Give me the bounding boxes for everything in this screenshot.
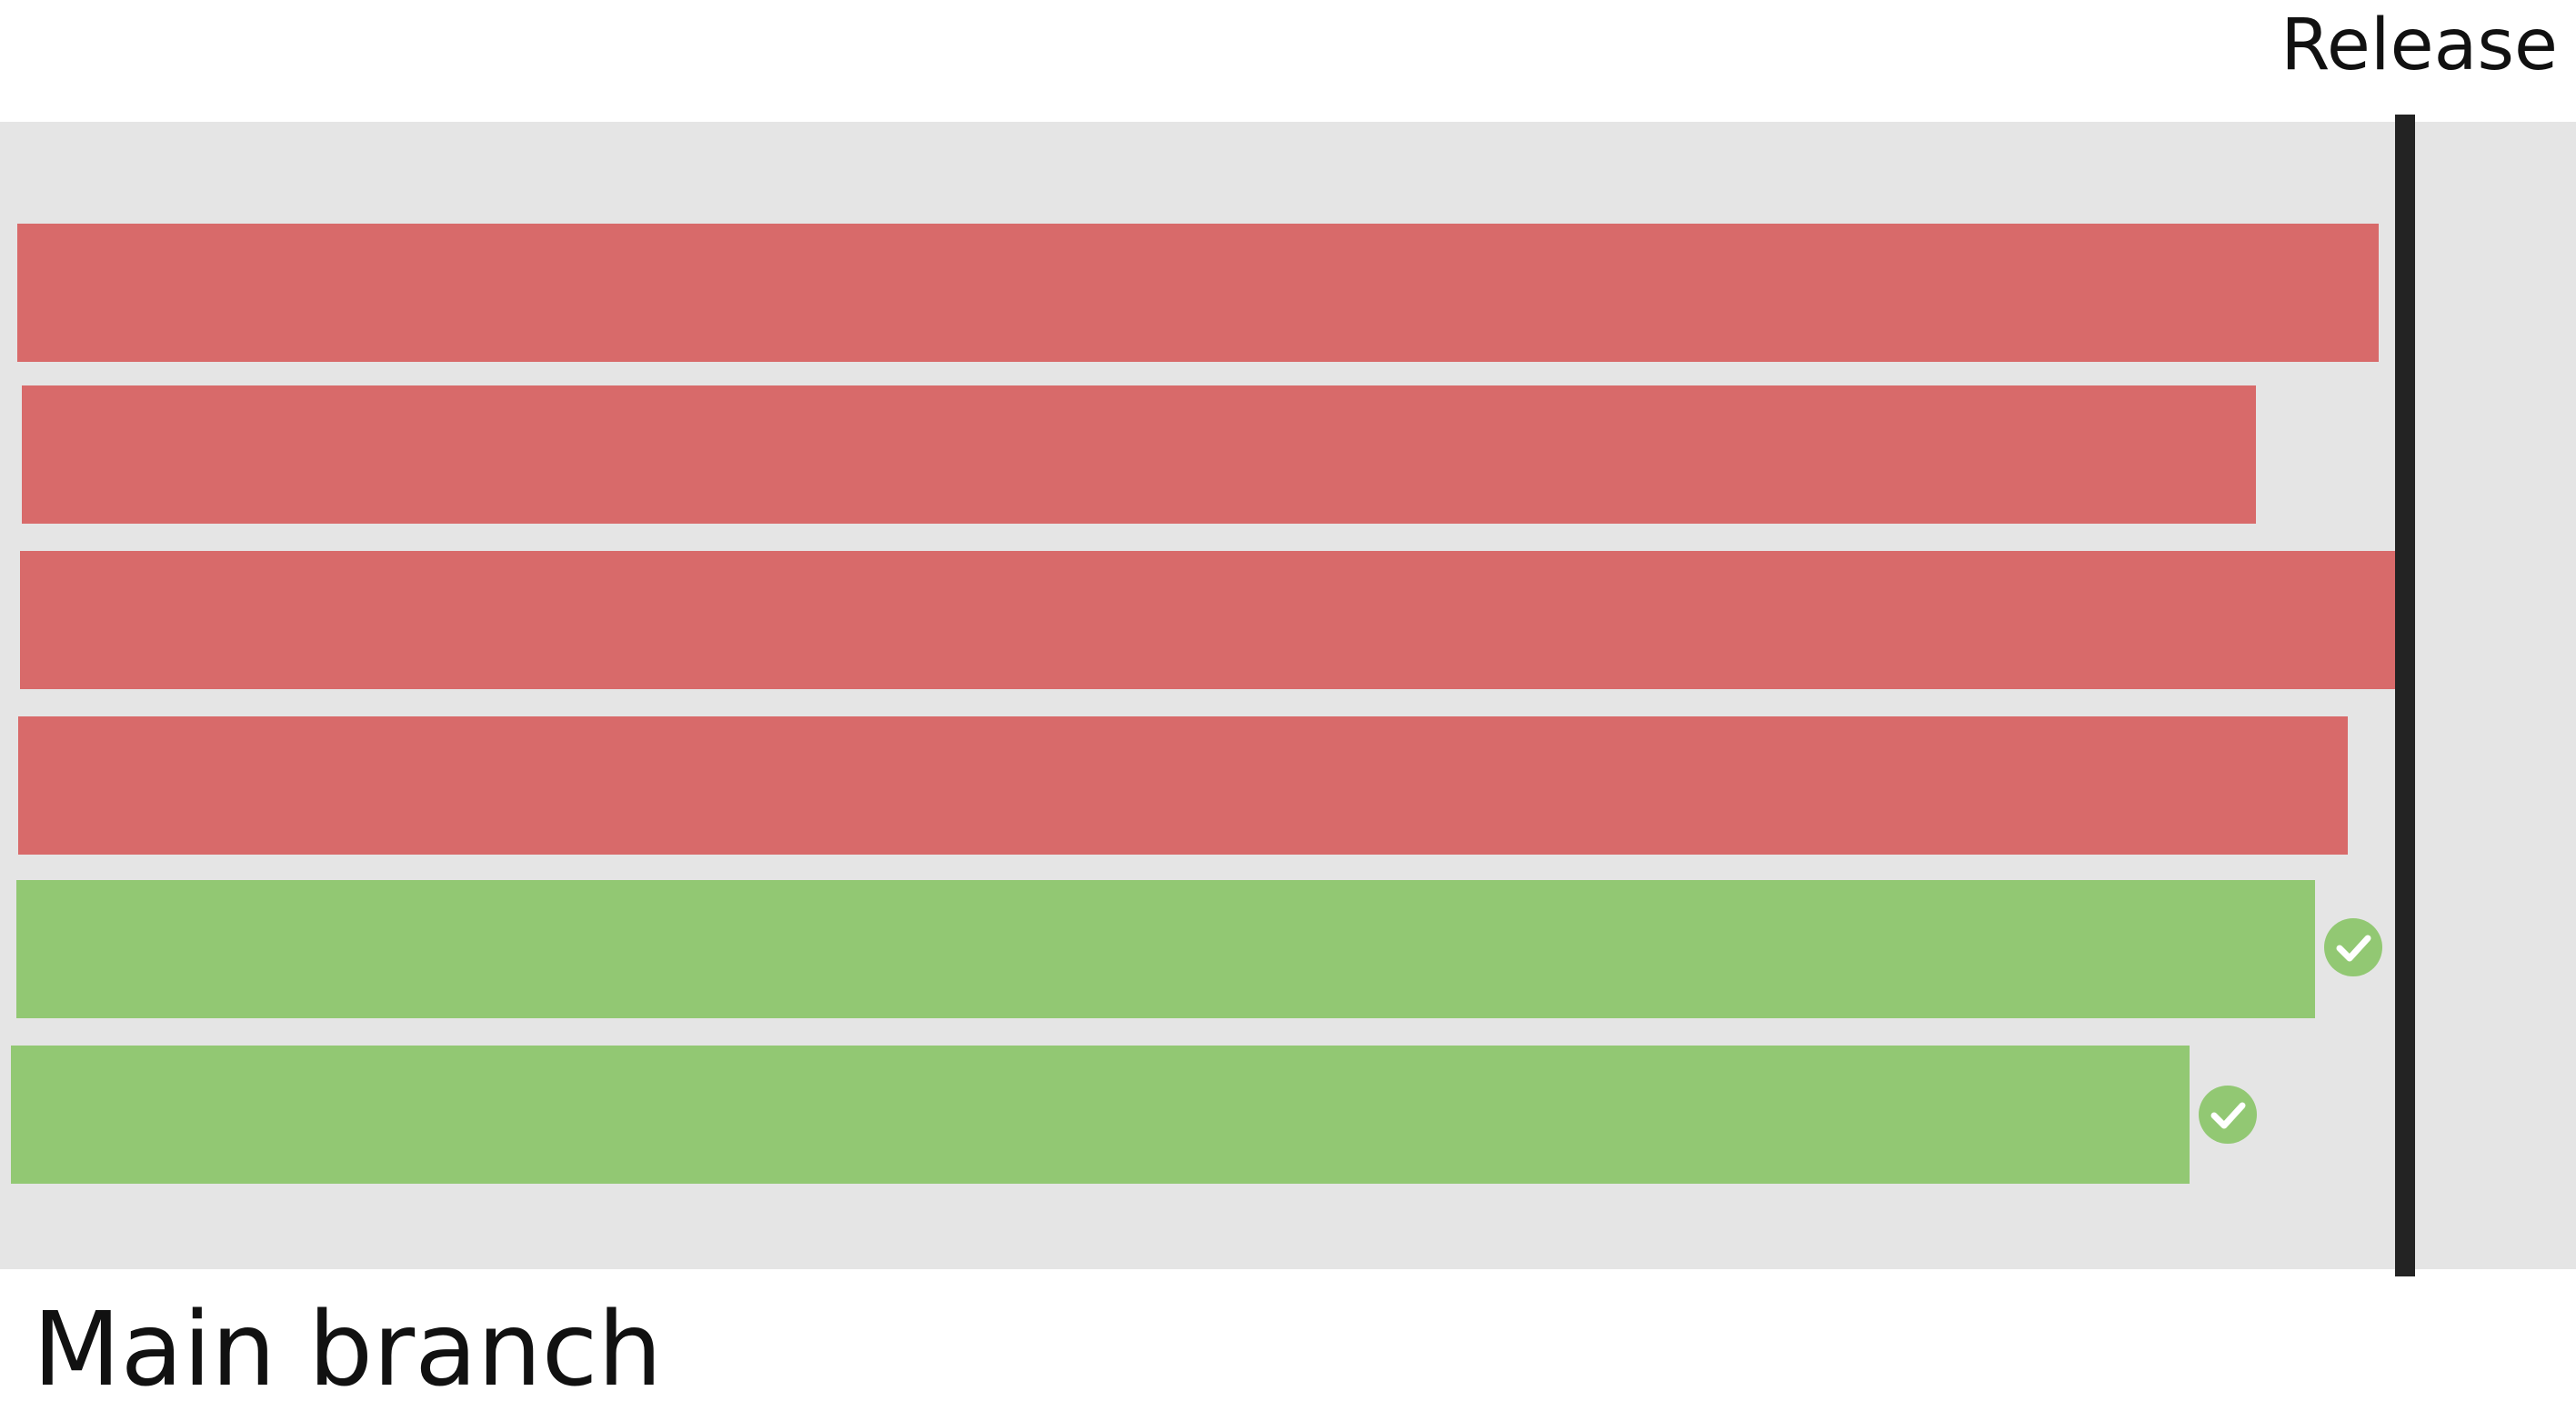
build-bar-failing bbox=[20, 551, 2395, 689]
branch-label: Main branch bbox=[33, 1291, 663, 1409]
build-bar-passing bbox=[11, 1046, 2190, 1184]
build-bar-failing bbox=[18, 716, 2348, 855]
check-circle-icon bbox=[2199, 1086, 2257, 1144]
build-bar-failing bbox=[17, 224, 2379, 362]
build-bar-failing bbox=[22, 385, 2256, 524]
main-branch-lane bbox=[0, 122, 2576, 1269]
release-marker-line bbox=[2395, 115, 2415, 1276]
release-label: Release bbox=[2280, 5, 2558, 86]
check-circle-icon bbox=[2324, 918, 2382, 976]
build-bar-passing bbox=[16, 880, 2315, 1018]
